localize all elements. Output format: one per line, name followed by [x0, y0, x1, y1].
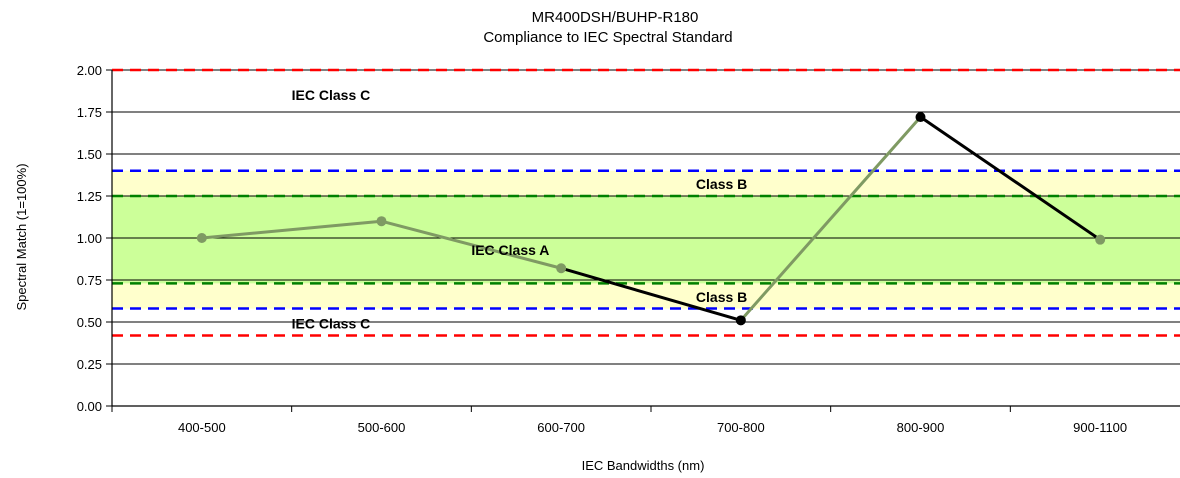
series-0-segment-4	[919, 115, 1102, 242]
x-tick-label-2: 600-700	[537, 420, 585, 435]
series-0-point-3	[735, 315, 746, 326]
y-tick-label-8: 2.00	[77, 63, 102, 78]
x-tick-label-3: 700-800	[717, 420, 765, 435]
band-1	[112, 196, 1180, 284]
x-tick-label-1: 500-600	[358, 420, 406, 435]
chart-title: MR400DSH/BUHP-R180	[532, 9, 699, 26]
bands	[112, 170, 1180, 309]
annotation-2: IEC Class A	[471, 242, 549, 258]
y-axis-title: Spectral Match (1=100%)	[14, 163, 29, 310]
y-tick-label-2: 0.50	[77, 315, 102, 330]
annotation-3: Class B	[696, 289, 747, 305]
x-axis-title: IEC Bandwidths (nm)	[582, 458, 705, 473]
x-tick-label-0: 400-500	[178, 420, 226, 435]
series-0-segment-1	[380, 219, 563, 270]
y-tick-label-5: 1.25	[77, 189, 102, 204]
y-tick-label-4: 1.00	[77, 231, 102, 246]
x-tick-label-5: 900-1100	[1073, 420, 1127, 435]
series-0-point-1	[376, 216, 387, 227]
y-tick-label-1: 0.25	[77, 357, 102, 372]
series-0-segment-3	[739, 115, 922, 322]
y-tick-label-6: 1.50	[77, 147, 102, 162]
axes	[106, 69, 1180, 412]
series-0-point-4	[915, 112, 926, 123]
series-0-segment-0	[200, 219, 383, 240]
y-tick-label-7: 1.75	[77, 105, 102, 120]
annotation-4: IEC Class C	[292, 316, 371, 332]
series-0-point-2	[556, 263, 567, 274]
series-0-point-0	[196, 233, 207, 243]
y-tick-label-3: 0.75	[77, 273, 102, 288]
annotations: IEC Class C Class B IEC Class A Class B IEC …	[292, 87, 748, 331]
y-tick-label-0: 0.00	[77, 399, 102, 414]
chart-subtitle: Compliance to IEC Spectral Standard	[483, 29, 732, 46]
gridlines	[112, 69, 1180, 365]
x-tick-label-4: 800-900	[897, 420, 945, 435]
series-0-point-5	[1095, 234, 1106, 245]
series	[196, 112, 1106, 326]
series-0-segment-2	[559, 266, 743, 322]
tick-labels: 0.00 0.25 0.50 0.75 1.00 1.25 1.50 1.75 2.00 400-…	[77, 63, 1127, 435]
annotation-1: Class B	[696, 176, 747, 192]
annotation-0: IEC Class C	[292, 87, 371, 103]
